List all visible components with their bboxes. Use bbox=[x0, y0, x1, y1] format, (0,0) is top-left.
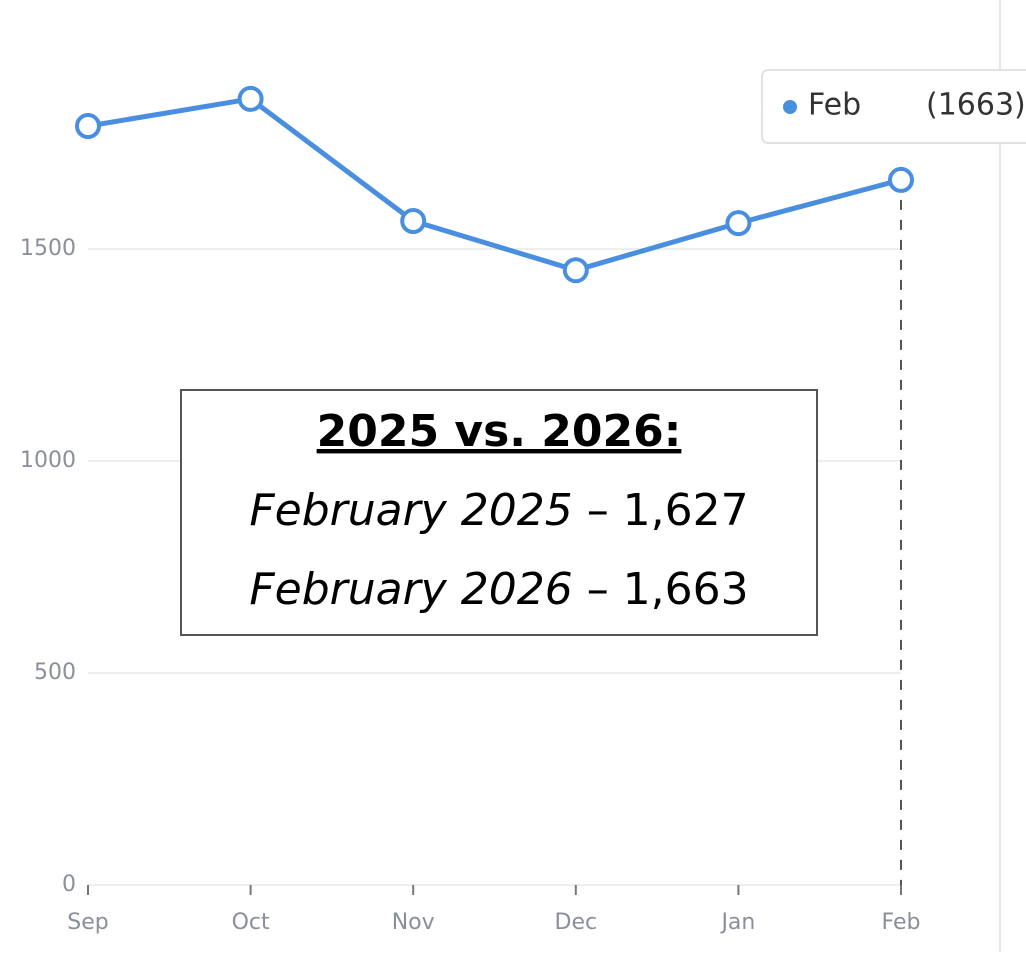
y-tick-label: 0 bbox=[62, 872, 76, 897]
point bbox=[75, 113, 101, 140]
point bbox=[400, 208, 427, 235]
point bbox=[562, 257, 589, 284]
annotation-box bbox=[180, 389, 818, 636]
x-tick-label: Nov bbox=[392, 910, 435, 935]
x-tick-label: Feb bbox=[882, 910, 921, 935]
annotation-value: – 1,663 bbox=[587, 564, 749, 615]
annotation-line: February 2025 – 1,627 bbox=[249, 485, 748, 536]
annotation-line: February 2026 – 1,663 bbox=[249, 564, 748, 615]
annotation-label: February 2026 bbox=[249, 564, 572, 615]
annotation: 2025 vs. 2026: February 2025 – 1,627 Feb… bbox=[180, 389, 818, 636]
tooltip-swatch bbox=[783, 100, 797, 114]
point bbox=[725, 210, 752, 237]
y-tick-label: 1000 bbox=[20, 448, 76, 473]
series-line bbox=[87, 96, 902, 273]
y-tick-label: 1500 bbox=[20, 236, 76, 261]
x-tick-label: Sep bbox=[67, 910, 108, 935]
tooltip-box bbox=[761, 69, 1026, 144]
x-tick-label: Dec bbox=[555, 910, 598, 935]
x-tick-label: Oct bbox=[232, 910, 270, 935]
y-tick-label: 500 bbox=[34, 660, 76, 685]
tooltip: Feb (1663) bbox=[761, 69, 1026, 144]
tooltip-value: (1663) bbox=[926, 88, 1026, 123]
annotation-label: February 2025 bbox=[249, 485, 572, 536]
point bbox=[888, 166, 914, 193]
annotation-value: – 1,627 bbox=[587, 485, 749, 536]
point bbox=[237, 85, 264, 112]
x-tick-label: Jan bbox=[719, 910, 755, 935]
annotation-title: 2025 vs. 2026: bbox=[317, 406, 682, 457]
plot: 0 500 1000 1500 Sep Oct Nov Dec Jan Feb bbox=[20, 85, 921, 935]
tooltip-label: Feb bbox=[808, 88, 861, 123]
